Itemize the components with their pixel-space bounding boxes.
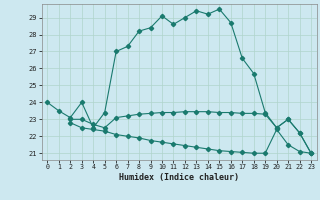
X-axis label: Humidex (Indice chaleur): Humidex (Indice chaleur) — [119, 173, 239, 182]
